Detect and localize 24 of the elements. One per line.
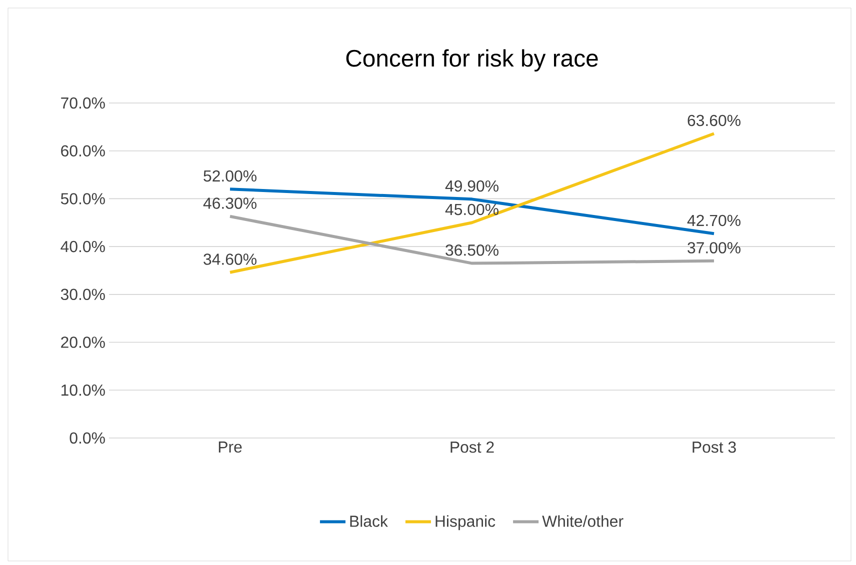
y-tick-label: 60.0% — [61, 145, 105, 156]
data-label: 37.00% — [688, 242, 740, 254]
legend-label: Hispanic — [436, 515, 496, 530]
data-label: 36.50% — [446, 244, 498, 256]
data-label: 52.00% — [204, 170, 256, 182]
chart-title: Concern for risk by race — [346, 49, 598, 72]
data-label: 46.30% — [203, 198, 256, 209]
legend-label: White/other — [542, 515, 624, 527]
y-tick-label: 40.0% — [60, 240, 105, 252]
y-tick-label: 10.0% — [62, 384, 105, 396]
x-tick-label: Pre — [218, 442, 242, 453]
data-label: 45.00% — [445, 204, 498, 216]
data-label: 49.90% — [445, 180, 498, 192]
y-tick-label: 50.0% — [60, 193, 105, 204]
data-label: 63.60% — [688, 114, 740, 126]
data-label: 42.70% — [687, 214, 740, 226]
y-tick-label: 30.0% — [60, 288, 105, 300]
y-tick-label: 20.0% — [61, 336, 105, 348]
data-label: 34.60% — [204, 254, 256, 265]
x-tick-label: Post 3 — [692, 442, 736, 453]
legend-label: Black — [350, 515, 388, 527]
y-tick-label: 70.0% — [61, 97, 105, 109]
y-tick-label: 0.0% — [70, 432, 105, 444]
x-tick-label: Post 2 — [450, 442, 494, 453]
